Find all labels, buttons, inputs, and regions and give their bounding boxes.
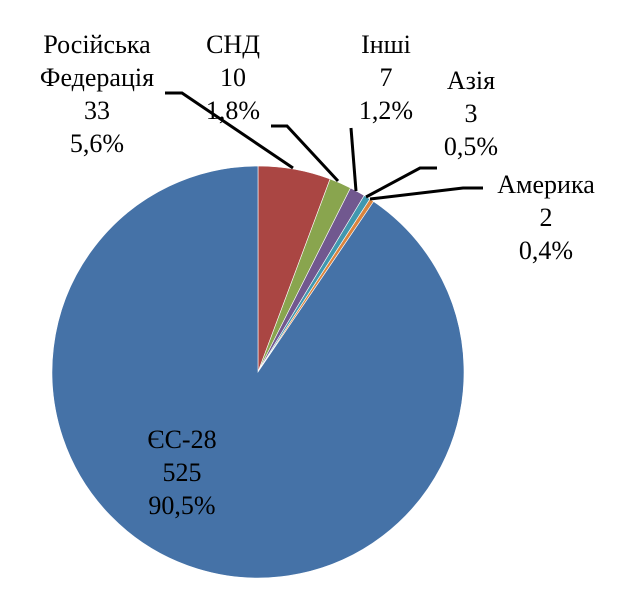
label-name-lines: СНД bbox=[206, 30, 260, 59]
leader-line-3 bbox=[365, 166, 437, 199]
label-percent: 5,6% bbox=[69, 129, 125, 158]
label-percent: 1,8% bbox=[205, 96, 261, 125]
label-value: 10 bbox=[219, 63, 246, 92]
label-value: 2 bbox=[539, 203, 553, 232]
label-value: 7 bbox=[379, 63, 393, 92]
leader-line-2 bbox=[349, 127, 358, 192]
label-value: 525 bbox=[162, 458, 202, 487]
label-name-lines: Російська bbox=[43, 30, 151, 59]
label-name-lines: Америка bbox=[497, 170, 595, 199]
label-name-lines: ЄС-28 bbox=[147, 425, 217, 454]
label-value: 3 bbox=[464, 99, 478, 128]
data-label-3: Азія 3 0,5% bbox=[444, 64, 498, 163]
data-label-1: СНД 10 1,8% bbox=[206, 28, 260, 127]
pie-slice-5 bbox=[51, 165, 465, 579]
data-label-4: Америка 2 0,4% bbox=[497, 168, 594, 267]
data-label-0: Російська Федерація 33 5,6% bbox=[40, 28, 154, 160]
leader-line-4 bbox=[369, 186, 483, 201]
data-label-2: Інші 7 1,2% bbox=[359, 28, 413, 127]
label-percent: 0,5% bbox=[443, 132, 499, 161]
label-name-lines: Інші bbox=[361, 30, 411, 59]
leader-line-1 bbox=[271, 124, 340, 183]
label-name-lines: Азія bbox=[446, 66, 496, 95]
label-percent: 0,4% bbox=[518, 236, 574, 265]
label-percent: 90,5% bbox=[148, 491, 216, 520]
label-name-lines: Федерація bbox=[39, 63, 155, 92]
data-label-5: ЄС-28 525 90,5% bbox=[147, 423, 216, 522]
leader-line-0 bbox=[165, 91, 294, 170]
label-percent: 1,2% bbox=[358, 96, 414, 125]
label-value: 33 bbox=[84, 96, 110, 125]
